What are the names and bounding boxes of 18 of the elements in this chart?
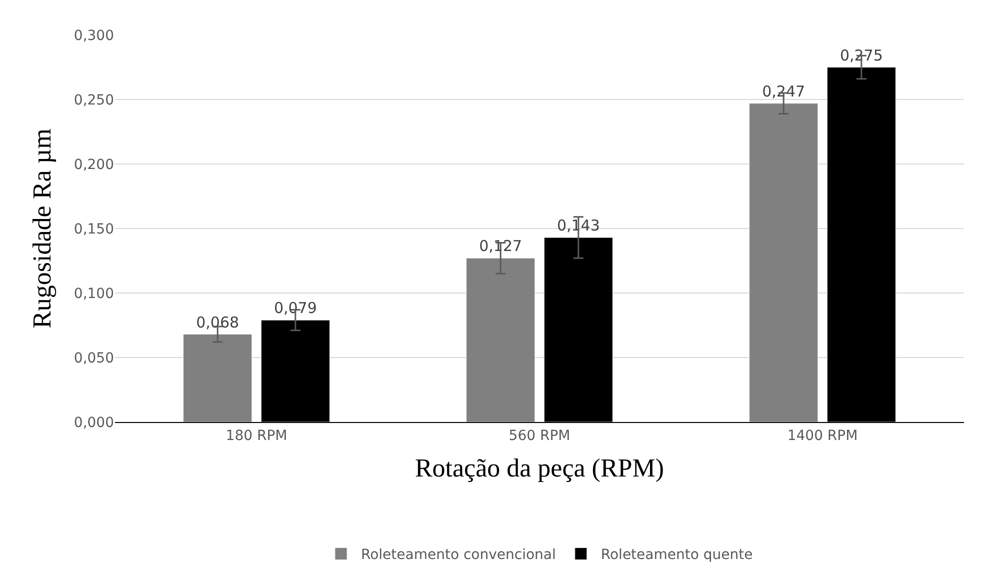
y-tick-label: 0,050 <box>74 350 114 366</box>
x-tick-label: 180 RPM <box>226 428 288 444</box>
legend-label: Roleteamento quente <box>600 547 753 564</box>
x-tick-label: 1400 RPM <box>787 428 858 444</box>
y-tick-label: 0,000 <box>74 414 114 431</box>
y-tick-label: 0,300 <box>74 28 114 44</box>
x-axis-title: Rotação da peça (RPM) <box>414 454 664 482</box>
y-axis-title: Rugosidade Ra µm <box>27 128 56 328</box>
y-tick-label: 0,250 <box>74 92 114 108</box>
data-label: 0,247 <box>762 82 806 100</box>
x-tick-label: 560 RPM <box>508 428 570 444</box>
data-label: 0,068 <box>196 313 240 332</box>
y-tick-label: 0,100 <box>74 286 114 302</box>
y-tick-label: 0,200 <box>74 156 114 173</box>
legend-label: Roleteamento convencional <box>361 547 556 564</box>
data-label: 0,079 <box>274 299 317 318</box>
y-tick-label: 0,150 <box>74 221 114 238</box>
data-label: 0,275 <box>840 46 883 64</box>
